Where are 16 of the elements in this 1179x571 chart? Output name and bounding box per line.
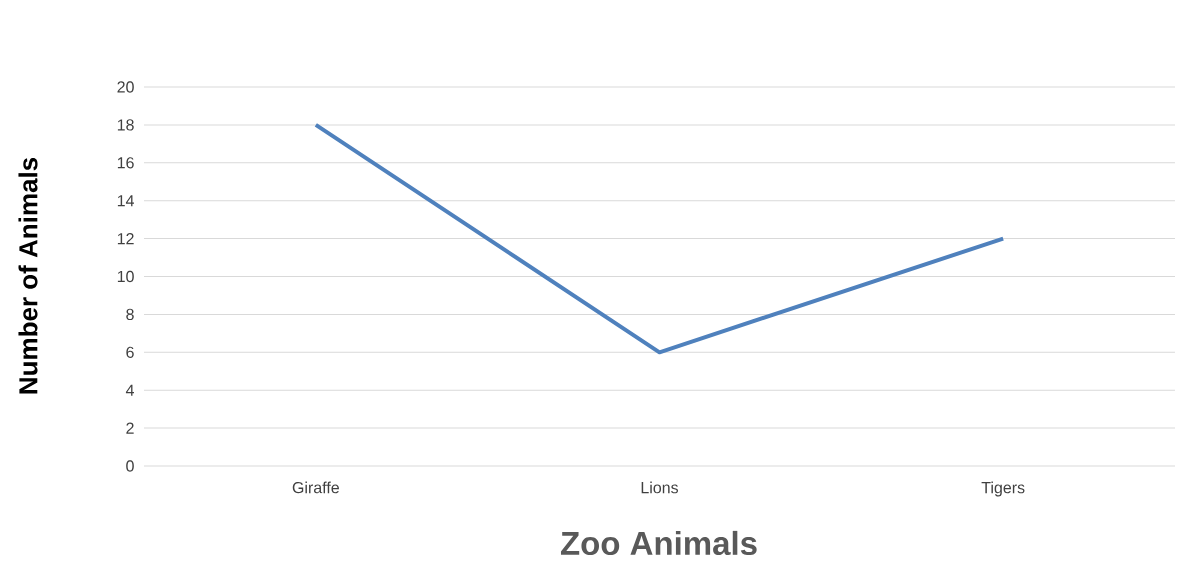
y-tick-label: 14 — [117, 195, 134, 207]
y-tick-label: 16 — [117, 157, 134, 169]
y-tick-label: 6 — [126, 346, 134, 358]
y-tick-label: 12 — [117, 233, 134, 245]
x-tick-label: Tigers — [981, 481, 1025, 497]
y-tick-label: 10 — [117, 270, 134, 283]
y-axis-title: Number of Animals — [18, 157, 38, 394]
y-tick-label: 20 — [117, 81, 134, 93]
y-tick-label: 18 — [117, 119, 134, 131]
x-axis-title: Zoo Animals — [560, 530, 757, 556]
y-tick-label: 4 — [125, 384, 134, 396]
y-tick-label: 2 — [126, 422, 134, 434]
y-tick-label: 8 — [126, 308, 134, 321]
x-tick-label: Giraffe — [292, 481, 339, 494]
x-tick-label: Lions — [641, 481, 679, 494]
y-tick-label: 0 — [126, 460, 134, 472]
